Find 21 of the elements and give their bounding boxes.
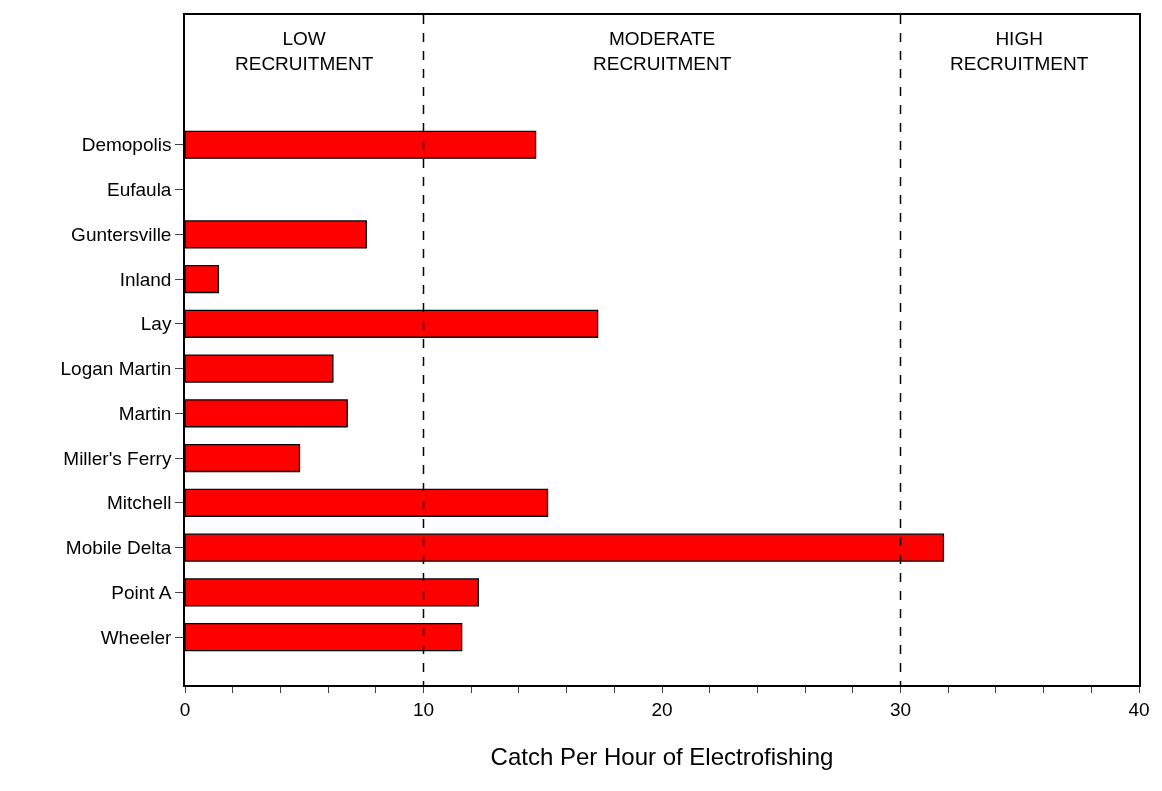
text: LOW RECRUITMENT bbox=[235, 28, 374, 74]
y-tick-label: Point A bbox=[111, 582, 172, 603]
y-tick-label: Martin bbox=[118, 402, 172, 424]
y-tick-label: Lay bbox=[140, 313, 172, 335]
y-tick-label: Guntersville bbox=[71, 223, 172, 245]
y-tick-label: Mobile Delta bbox=[65, 537, 172, 559]
x-tick-label: 40 bbox=[1128, 698, 1150, 720]
y-tick-label: Mitchell bbox=[107, 492, 172, 514]
text: MODERATE RECRUITMENT bbox=[593, 28, 732, 74]
x-tick-label: 30 bbox=[889, 698, 912, 720]
text: HIGH RECRUITMENT bbox=[950, 28, 1089, 74]
x-axis-title: Catch Per Hour of Electrofishing bbox=[490, 743, 834, 771]
y-tick-label: Logan Martin bbox=[60, 358, 172, 380]
y-tick-label: Demopolis bbox=[81, 134, 172, 156]
x-tick-label: 20 bbox=[651, 698, 673, 720]
y-tick-label: Miller's Ferry bbox=[63, 447, 172, 469]
x-tick-label: 0 bbox=[179, 698, 191, 720]
y-tick-label: Wheeler bbox=[100, 626, 173, 648]
x-tick-label: 10 bbox=[412, 698, 435, 720]
y-tick-label: Eufaula bbox=[107, 179, 172, 201]
y-tick-label: Inland bbox=[119, 268, 172, 290]
